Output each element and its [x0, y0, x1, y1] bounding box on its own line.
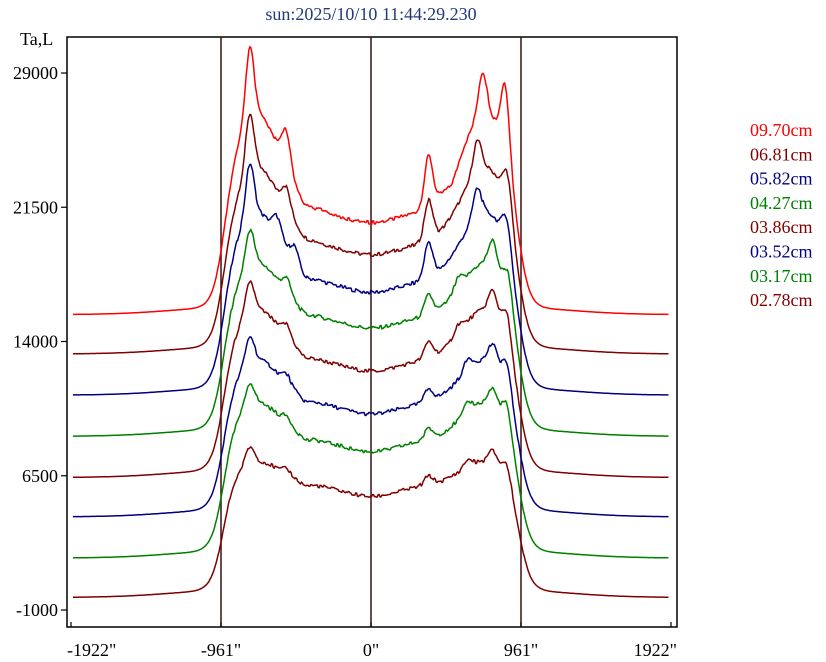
legend: 09.70cm 06.81cm 05.82cm 04.27cm 03.86cm 03.52… — [750, 120, 813, 310]
x-axis-ticks: -1922" -961" 0" 961" 1922" — [67, 622, 677, 660]
series-line-6 — [72, 382, 669, 559]
series-line-3 — [72, 228, 669, 437]
legend-entry-3: 04.27cm — [750, 193, 813, 213]
legend-entry-7: 02.78cm — [750, 290, 813, 310]
x-tick-label-4: 1922" — [634, 640, 677, 660]
legend-entry-0: 09.70cm — [750, 120, 813, 140]
y-tick-label-1: 21500 — [13, 197, 58, 217]
series-line-7 — [72, 445, 669, 598]
legend-entry-2: 05.82cm — [750, 169, 813, 189]
y-tick-label-4: -1000 — [16, 600, 58, 620]
x-tick-label-3: 961" — [504, 640, 538, 660]
x-tick-label-0: -1922" — [67, 640, 116, 660]
y-axis-label: Ta,L — [20, 29, 53, 49]
series-line-0 — [72, 45, 669, 316]
series-line-1 — [72, 113, 669, 355]
y-tick-label-2: 14000 — [13, 332, 58, 352]
series-lines — [72, 45, 669, 598]
y-axis-ticks: 29000 21500 14000 6500 -1000 — [13, 63, 67, 620]
series-line-2 — [72, 163, 669, 396]
legend-entry-6: 03.17cm — [750, 266, 813, 286]
series-line-4 — [72, 279, 669, 479]
y-tick-label-3: 6500 — [22, 466, 58, 486]
series-line-5 — [72, 336, 669, 518]
legend-entry-1: 06.81cm — [750, 144, 813, 164]
plot-frame — [66, 36, 678, 628]
legend-entry-5: 03.52cm — [750, 242, 813, 262]
chart-title: sun:2025/10/10 11:44:29.230 — [265, 4, 476, 24]
legend-entry-4: 03.86cm — [750, 217, 813, 237]
x-tick-label-2: 0" — [363, 640, 379, 660]
x-tick-label-1: -961" — [201, 640, 241, 660]
y-tick-label-0: 29000 — [13, 63, 58, 83]
